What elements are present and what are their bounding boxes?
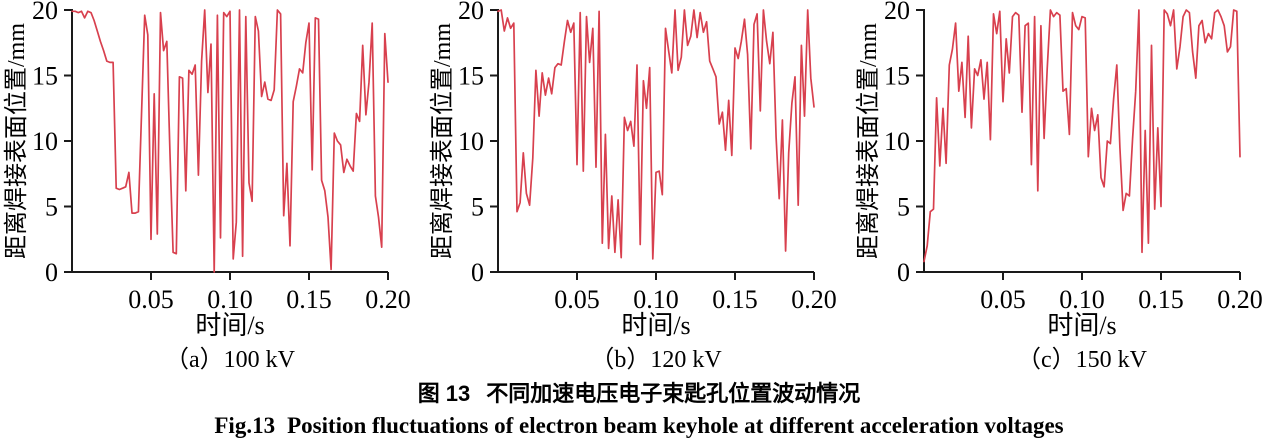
y-tick-label: 15: [884, 62, 910, 91]
y-tick-label: 20: [458, 0, 484, 25]
x-tick-label: 0.05: [128, 285, 174, 312]
x-tick-label: 0.05: [980, 285, 1026, 312]
y-tick-label: 10: [458, 127, 484, 156]
chart-b-plot: 0 5 10 15 20 0.05 0.10 0.15 0.20 距离焊接表面位置/mm: [429, 0, 837, 312]
y-tick-label: 15: [32, 62, 58, 91]
chart-panel-c: 0 5 10 15 20 0.05 0.10 0.15 0.20 距离焊接表面位置/mm 时间/s…: [852, 0, 1278, 373]
x-tick-label: 0.15: [286, 285, 332, 312]
chart-a-panel-label: （a）100 kV: [165, 347, 295, 374]
chart-c-panel-label: （c）150 kV: [1017, 347, 1147, 374]
y-tick-label: 10: [884, 127, 910, 156]
caption-en-text: Position fluctuations of electron beam k…: [287, 412, 1064, 438]
x-tick-label: 0.10: [207, 285, 253, 312]
chart-c-plot: 0 5 10 15 20 0.05 0.10 0.15 0.20 距离焊接表面位置/mm: [855, 0, 1263, 312]
chart-a-plot: 0 5 10 15 20 0.05 0.10 0.15 0.20 距离焊接表面位置/mm: [3, 0, 411, 312]
x-tick-label: 0.15: [712, 285, 758, 312]
y-tick-label: 15: [458, 62, 484, 91]
y-tick-label: 5: [45, 193, 58, 222]
x-tick-label: 0.15: [1138, 285, 1184, 312]
series-line: [923, 9, 1241, 263]
y-axis-title: 距离焊接表面位置/mm: [3, 23, 30, 259]
y-tick-label: 5: [471, 193, 484, 222]
y-tick-label: 5: [897, 193, 910, 222]
chart-b-xlabel: 时间/s: [621, 311, 691, 340]
chart-panels: 0 5 10 15 20 0.05 0.10 0.15 0.20 距离焊接表面位置/mm 时间/s…: [0, 0, 1278, 373]
figure-caption-en: Fig.13 Position fluctuations of electron …: [0, 412, 1278, 439]
chart-a-xlabel: 时间/s: [195, 311, 265, 340]
chart-panel-b: 0 5 10 15 20 0.05 0.10 0.15 0.20 距离焊接表面位置/mm 时间/s…: [426, 0, 852, 373]
y-axis-title: 距离焊接表面位置/mm: [855, 23, 882, 259]
y-tick-label: 0: [45, 258, 58, 287]
y-axis-title: 距离焊接表面位置/mm: [429, 23, 456, 259]
chart-panel-a: 0 5 10 15 20 0.05 0.10 0.15 0.20 距离焊接表面位置/mm 时间/s…: [0, 0, 426, 373]
figure-captions: 图 13 不同加速电压电子束匙孔位置波动情况 Fig.13 Position flu…: [0, 381, 1278, 439]
y-tick-label: 0: [897, 258, 910, 287]
chart-c-xlabel: 时间/s: [1047, 311, 1117, 340]
x-tick-label: 0.20: [365, 285, 411, 312]
x-tick-label: 0.10: [633, 285, 679, 312]
chart-b-panel-label: （b）120 kV: [590, 347, 722, 374]
y-tick-label: 20: [32, 0, 58, 25]
x-tick-label: 0.10: [1059, 285, 1105, 312]
figure-caption-zh: 图 13 不同加速电压电子束匙孔位置波动情况: [0, 381, 1278, 407]
caption-zh-text: 不同加速电压电子束匙孔位置波动情况: [486, 381, 861, 407]
caption-en-number: Fig.13: [214, 412, 276, 438]
y-tick-label: 0: [471, 258, 484, 287]
caption-zh-number: 图 13: [417, 381, 471, 407]
y-tick-label: 10: [32, 127, 58, 156]
x-tick-label: 0.20: [1217, 285, 1263, 312]
y-tick-label: 20: [884, 0, 910, 25]
x-tick-label: 0.20: [791, 285, 837, 312]
series-line: [497, 9, 815, 260]
x-tick-label: 0.05: [554, 285, 600, 312]
series-line: [71, 9, 389, 273]
